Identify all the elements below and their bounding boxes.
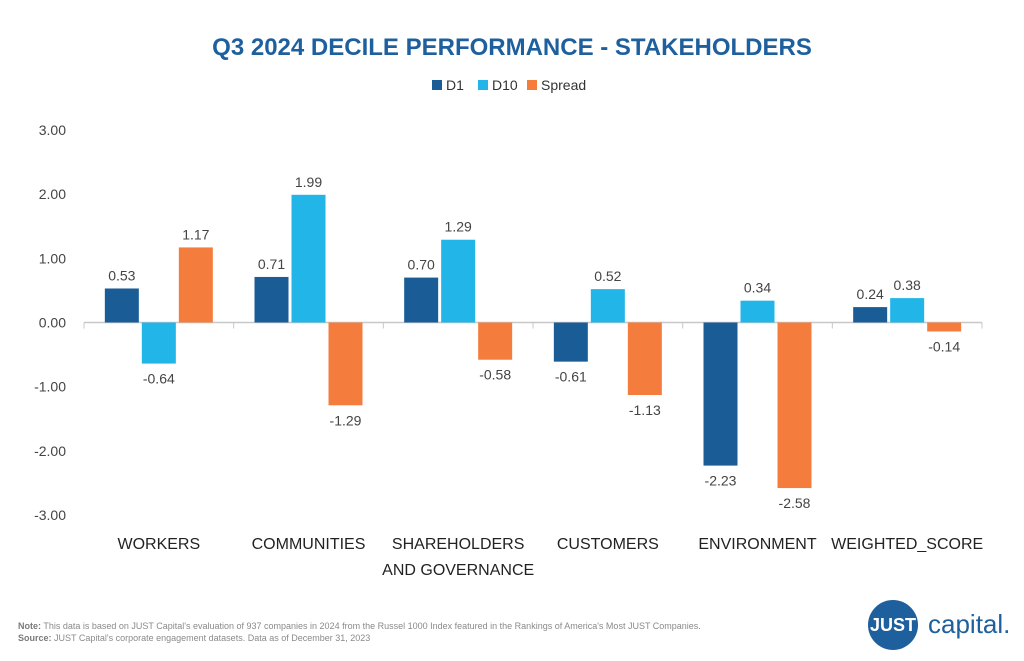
data-label-d10: -0.64 [143,371,175,387]
category-label: WEIGHTED_SCORE [831,536,983,553]
bar-d10 [291,194,326,323]
bar-spread [328,322,363,406]
y-tick-label: 2.00 [39,186,66,202]
y-tick-label: -1.00 [34,379,66,395]
data-label-spread: -0.58 [479,367,511,383]
bars [104,194,962,489]
y-tick-label: -2.00 [34,443,66,459]
bar-d10 [590,289,625,323]
category-label: CUSTOMERS [557,536,659,553]
footnote: Note: This data is based on JUST Capital… [18,620,701,644]
data-label-d1: 0.24 [857,286,884,302]
bar-spread [178,247,213,323]
data-label-d10: 0.34 [744,280,771,296]
legend-swatch-spread [527,80,537,90]
y-axis: 3.00 2.00 1.00 0.00 -1.00 -2.00 -3.00 [34,122,66,523]
y-tick-label: 1.00 [39,250,66,266]
legend-label-d1: D1 [446,77,464,93]
legend-swatch-d1 [432,80,442,90]
legend-label-spread: Spread [541,77,586,93]
data-label-d10: 0.38 [894,277,921,293]
bar-spread [627,322,662,396]
y-tick-label: 0.00 [39,315,66,331]
data-label-d1: 0.71 [258,256,285,272]
category-label: WORKERS [117,536,200,553]
data-label-spread: -1.13 [629,402,661,418]
bar-d10 [890,298,925,323]
y-tick-label: 3.00 [39,122,66,138]
category-label: COMMUNITIES [252,536,366,553]
source-text: JUST Capital's corporate engagement data… [54,633,371,643]
data-label-spread: -0.14 [928,338,960,354]
bar-d1 [404,277,439,323]
just-capital-logo: JUST capital. [868,600,1011,650]
legend: D1 D10 Spread [432,77,586,93]
data-label-spread: -2.58 [779,495,811,511]
category-label: SHAREHOLDERS [392,536,524,553]
data-label-spread: -1.29 [330,412,362,428]
bar-d1 [703,322,738,466]
note-text: This data is based on JUST Capital's eva… [43,621,701,631]
data-label-d10: 0.52 [594,268,621,284]
logo-mark: JUST [868,600,918,650]
category-label: ENVIRONMENT [698,536,816,553]
legend-label-d10: D10 [492,77,518,93]
data-label-d1: 0.53 [108,267,135,283]
data-label-d1: 0.70 [408,257,435,273]
chart: Q3 2024 DECILE PERFORMANCE - STAKEHOLDER… [34,34,983,579]
bar-d1 [104,288,139,323]
bar-d10 [141,322,176,364]
data-label-d1: -2.23 [705,473,737,489]
data-label-spread: 1.17 [182,226,209,242]
data-label-d10: 1.99 [295,174,322,190]
bar-spread [478,322,513,360]
bar-spread [927,322,962,332]
data-labels: 0.53 -0.64 1.17 0.71 1.99 -1.29 0.70 1.29 -0.58 -… [108,174,960,511]
legend-swatch-d10 [478,80,488,90]
data-label-d1: -0.61 [555,369,587,385]
data-label-d10: 1.29 [445,219,472,235]
bar-d10 [441,239,476,323]
bar-d1 [254,276,289,323]
bar-d1 [853,307,888,323]
x-axis: WORKERS COMMUNITIES SHAREHOLDERS AND GOVERN… [83,322,983,579]
bar-spread [777,322,812,489]
category-label: AND GOVERNANCE [382,562,534,579]
bar-d10 [740,300,775,323]
logo-text: capital. [928,609,1011,639]
chart-title: Q3 2024 DECILE PERFORMANCE - STAKEHOLDER… [212,34,812,61]
note-label: Note: [18,621,41,631]
bar-d1 [553,322,588,362]
source-label: Source: [18,633,52,643]
y-tick-label: -3.00 [34,507,66,523]
